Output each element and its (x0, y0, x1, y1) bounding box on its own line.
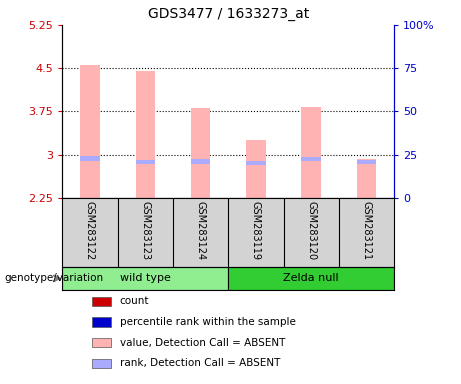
Bar (92, 317, 111, 327)
Text: GSM283123: GSM283123 (140, 201, 150, 260)
Bar (191, 159, 210, 164)
Text: genotype/variation: genotype/variation (5, 273, 104, 283)
Text: count: count (120, 296, 149, 306)
Bar (228, 267, 394, 290)
Bar (246, 140, 266, 198)
Title: GDS3477 / 1633273_at: GDS3477 / 1633273_at (148, 7, 309, 21)
Bar (246, 161, 266, 166)
Bar (80, 65, 100, 198)
Bar (301, 157, 321, 161)
Bar (357, 159, 376, 198)
Bar (136, 160, 155, 164)
Bar (136, 71, 155, 198)
Text: GSM283124: GSM283124 (195, 201, 206, 260)
Text: rank, Detection Call = ABSENT: rank, Detection Call = ABSENT (120, 358, 280, 368)
Text: GSM283119: GSM283119 (251, 201, 261, 260)
Text: Zelda null: Zelda null (284, 273, 339, 283)
Bar (62, 267, 228, 290)
Text: GSM283121: GSM283121 (361, 201, 372, 260)
Bar (301, 108, 321, 198)
Text: GSM283122: GSM283122 (85, 201, 95, 260)
Bar (92, 359, 111, 368)
Bar (191, 109, 210, 198)
Bar (92, 338, 111, 347)
Bar (80, 156, 100, 161)
Text: percentile rank within the sample: percentile rank within the sample (120, 317, 296, 327)
Text: GSM283120: GSM283120 (306, 201, 316, 260)
Bar (92, 296, 111, 306)
Text: wild type: wild type (120, 273, 171, 283)
Text: value, Detection Call = ABSENT: value, Detection Call = ABSENT (120, 338, 285, 348)
Bar (357, 160, 376, 164)
